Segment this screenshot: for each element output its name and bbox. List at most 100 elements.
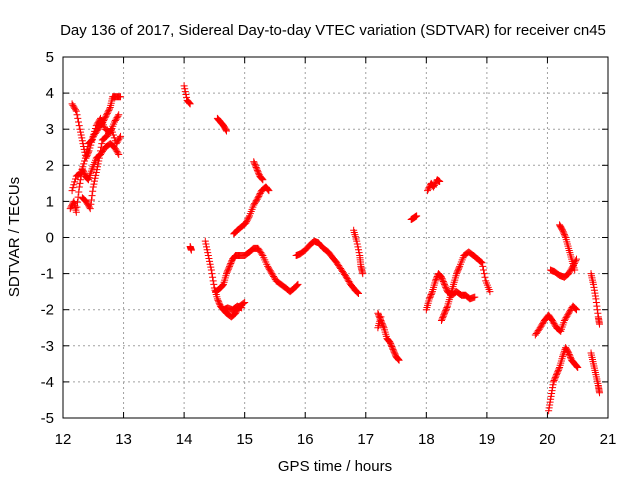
- data-point: [252, 197, 260, 205]
- data-point: [111, 117, 119, 125]
- data-point: [559, 226, 567, 234]
- data-point: [265, 187, 273, 195]
- data-point: [453, 270, 461, 278]
- data-point: [180, 82, 188, 90]
- data-point: [413, 212, 421, 220]
- data-point: [390, 348, 398, 356]
- data-point: [359, 270, 367, 278]
- data-point: [90, 177, 98, 185]
- data-point: [83, 148, 91, 156]
- data-point: [424, 187, 432, 195]
- data-point: [573, 306, 581, 314]
- data-point: [97, 143, 105, 151]
- data-point: [572, 257, 580, 265]
- data-point: [71, 178, 79, 186]
- data-point: [113, 138, 121, 146]
- data-point: [353, 288, 361, 296]
- data-point: [103, 111, 111, 119]
- y-tick-label: -3: [41, 338, 54, 355]
- data-point: [183, 93, 191, 101]
- data-point: [571, 304, 579, 312]
- data-point: [355, 289, 363, 297]
- data-point: [559, 351, 567, 359]
- data-point: [453, 268, 461, 276]
- data-point: [424, 185, 432, 193]
- data-point: [551, 321, 559, 329]
- data-point: [111, 145, 119, 153]
- data-point: [213, 295, 221, 303]
- data-point: [553, 369, 561, 377]
- data-point: [245, 213, 253, 221]
- data-point: [93, 166, 101, 174]
- data-point: [91, 124, 99, 132]
- data-point: [68, 100, 76, 108]
- data-point: [227, 258, 235, 266]
- data-point: [89, 183, 97, 191]
- data-point: [115, 150, 123, 158]
- data-point: [259, 176, 267, 184]
- data-point: [355, 249, 363, 257]
- data-point: [565, 268, 573, 276]
- x-axis-label: GPS time / hours: [278, 458, 392, 475]
- data-point: [207, 266, 215, 274]
- data-point: [439, 314, 447, 322]
- data-point: [294, 280, 302, 288]
- data-point: [377, 313, 385, 321]
- data-point: [388, 343, 396, 351]
- data-point: [70, 181, 78, 189]
- data-point: [564, 311, 572, 319]
- data-point: [81, 157, 89, 165]
- data-point: [596, 320, 604, 328]
- data-point: [112, 140, 120, 148]
- data-point: [265, 264, 273, 272]
- data-point: [551, 374, 559, 382]
- data-point: [550, 378, 557, 386]
- data-point: [70, 103, 78, 111]
- data-point: [343, 275, 351, 283]
- data-point: [224, 267, 232, 275]
- data-points: [66, 82, 604, 415]
- data-point: [478, 259, 486, 267]
- data-point: [596, 389, 604, 397]
- data-point: [223, 127, 230, 135]
- data-point: [374, 309, 382, 317]
- data-point: [561, 315, 569, 323]
- data-point: [538, 321, 546, 329]
- x-tick-label: 17: [357, 431, 374, 448]
- data-point: [562, 314, 570, 322]
- data-point: [430, 182, 438, 190]
- data-point: [244, 215, 252, 223]
- data-point: [552, 372, 560, 380]
- data-point: [94, 160, 102, 168]
- data-point: [80, 160, 88, 168]
- data-point: [443, 304, 451, 312]
- data-point: [572, 305, 580, 313]
- x-tick-label: 18: [418, 431, 435, 448]
- data-point: [97, 147, 105, 155]
- data-point: [100, 115, 108, 123]
- data-point: [431, 180, 439, 188]
- data-point: [385, 337, 393, 345]
- y-tick-label: 0: [46, 230, 54, 247]
- data-point: [573, 363, 581, 371]
- data-point: [112, 146, 120, 154]
- data-point: [81, 154, 89, 162]
- data-point: [88, 136, 96, 144]
- data-point: [207, 263, 215, 271]
- data-point: [559, 228, 567, 236]
- data-point: [479, 266, 487, 274]
- grid: [63, 57, 608, 418]
- data-point: [454, 267, 462, 275]
- data-point: [226, 262, 234, 270]
- data-point: [78, 166, 86, 174]
- data-point: [251, 198, 259, 206]
- data-point: [439, 276, 447, 284]
- data-point: [115, 111, 123, 119]
- data-point: [437, 317, 445, 325]
- data-point: [73, 203, 81, 211]
- data-point: [78, 137, 86, 145]
- data-point: [563, 312, 571, 320]
- data-point: [203, 246, 211, 254]
- y-tick-label: -5: [41, 410, 54, 427]
